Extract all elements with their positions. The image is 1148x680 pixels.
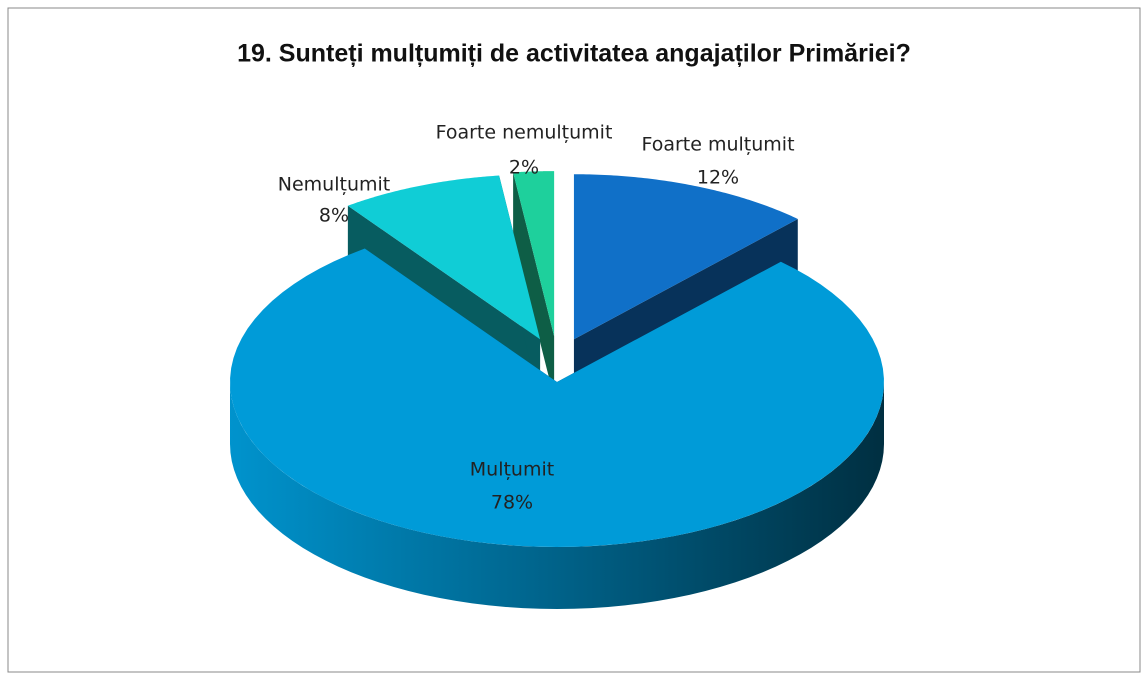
slice-label: Mulțumit [470, 459, 554, 481]
slice-top [513, 171, 555, 337]
slice-wall [513, 172, 555, 399]
chart-title: 19. Sunteți mulțumiți de activitatea ang… [237, 40, 911, 68]
slice-label: Foarte mulțumit [641, 134, 794, 156]
slice-label: Foarte nemulțumit [436, 122, 613, 144]
slice-value-label: 78% [491, 492, 533, 514]
slice-value-label: 12% [697, 167, 739, 189]
pie [230, 171, 884, 609]
slice-value-label: 2% [509, 157, 539, 179]
slice-label: Nemulțumit [278, 174, 390, 196]
slice-top [230, 248, 884, 547]
slice-top [347, 175, 541, 340]
slice-value-label: 8% [319, 205, 349, 227]
slice-rim [230, 382, 884, 609]
slice [230, 248, 884, 609]
slice [513, 171, 555, 399]
slice-top [573, 174, 798, 340]
